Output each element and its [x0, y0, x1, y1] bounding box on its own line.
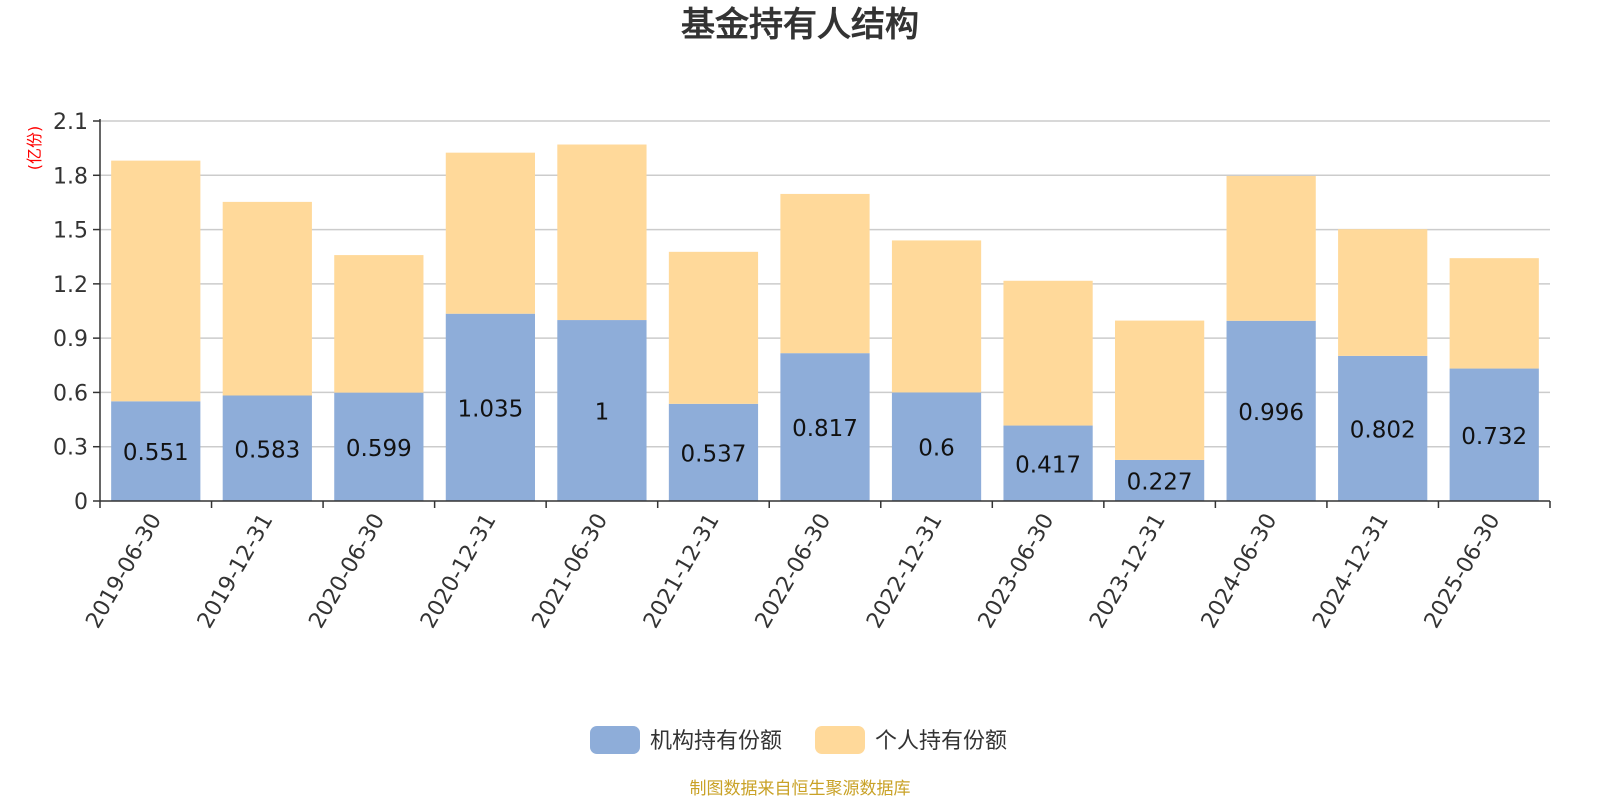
bar-value-label: 0.996: [1238, 400, 1304, 426]
y-tick-label: 0.9: [53, 327, 88, 352]
bar-value-label: 0.537: [681, 441, 747, 467]
bar-institution[interactable]: [1449, 368, 1539, 501]
bars: [111, 144, 1539, 501]
bar-institution[interactable]: [891, 392, 982, 501]
y-tick-label: 0.3: [53, 436, 88, 461]
bar-institution[interactable]: [445, 313, 535, 501]
bar-value-label: 1.035: [457, 396, 523, 422]
bar-individual[interactable]: [891, 240, 982, 393]
bar-individual[interactable]: [557, 144, 647, 321]
bar-institution[interactable]: [222, 395, 312, 501]
bar-individual[interactable]: [1449, 258, 1539, 369]
x-tick-label: 2025-06-30: [1420, 510, 1506, 633]
x-tick-label: 2023-06-30: [974, 510, 1060, 633]
y-tick-label: 2.1: [53, 110, 88, 135]
bar-value-label: 0.817: [792, 416, 858, 442]
y-tick-label: 1.8: [53, 164, 88, 189]
x-tick-label: 2021-12-31: [639, 510, 725, 633]
bar-individual[interactable]: [1115, 320, 1205, 460]
legend-label-individual[interactable]: 个人持有份额: [875, 729, 1007, 754]
data-labels: 0.551 0.583 0.599 1.035 1 0.537 0.817 0.6 0.417 0…: [123, 396, 1527, 495]
x-tick-label: 2022-06-30: [751, 510, 837, 633]
x-tick-label: 2019-12-31: [193, 510, 279, 633]
bar-value-label: 0.732: [1461, 424, 1527, 450]
y-tick-label: 1.5: [53, 219, 88, 244]
bar-value-label: 0.551: [123, 440, 189, 466]
bar-individual[interactable]: [222, 201, 312, 396]
bar-value-label: 0.599: [346, 436, 412, 462]
bar-value-label: 1: [595, 400, 610, 426]
bar-institution[interactable]: [780, 353, 870, 501]
source-note: 制图数据来自恒生聚源数据库: [690, 779, 911, 799]
x-tick-label: 2024-12-31: [1308, 510, 1394, 633]
x-tick-label: 2019-06-30: [81, 510, 167, 633]
bar-institution[interactable]: [1338, 355, 1428, 501]
bar-individual[interactable]: [445, 152, 535, 314]
bar-institution[interactable]: [1115, 459, 1205, 501]
x-tick-label: 2022-12-31: [862, 510, 948, 633]
chart-title: 基金持有人结构: [681, 5, 919, 45]
x-tick-label: 2020-06-30: [304, 510, 390, 633]
x-tick-label: 2020-12-31: [416, 510, 502, 633]
bar-value-label: 0.802: [1350, 417, 1416, 443]
legend-swatch-institution[interactable]: [590, 726, 640, 754]
y-tick-label: 0.6: [53, 381, 88, 406]
bar-individual[interactable]: [111, 160, 201, 402]
bar-individual[interactable]: [1226, 176, 1316, 321]
bar-individual[interactable]: [668, 251, 759, 404]
bar-value-label: 0.583: [234, 437, 300, 463]
bar-institution[interactable]: [557, 320, 647, 501]
legend-swatch-individual[interactable]: [815, 726, 865, 754]
bar-institution[interactable]: [668, 403, 759, 501]
bar-individual[interactable]: [1003, 280, 1093, 426]
y-tick-label: 0: [74, 490, 88, 515]
x-tick-label: 2023-12-31: [1085, 510, 1171, 633]
bar-value-label: 0.6: [918, 436, 955, 462]
y-tick-label: 1.2: [53, 273, 88, 298]
bar-value-label: 0.227: [1127, 469, 1193, 495]
bar-institution[interactable]: [1226, 320, 1316, 501]
legend: 机构持有份额 个人持有份额: [590, 726, 1007, 754]
bar-institution[interactable]: [334, 392, 424, 501]
x-tick-label: 2024-06-30: [1197, 510, 1283, 633]
bar-individual[interactable]: [334, 255, 424, 393]
bar-institution[interactable]: [111, 401, 201, 501]
x-tick-label: 2021-06-30: [528, 510, 614, 633]
bar-individual[interactable]: [1338, 229, 1428, 356]
y-axis-unit-label: (亿份): [25, 126, 44, 171]
bar-individual[interactable]: [780, 193, 870, 354]
legend-label-institution[interactable]: 机构持有份额: [650, 729, 782, 754]
bar-value-label: 0.417: [1015, 452, 1081, 478]
bar-institution[interactable]: [1003, 425, 1093, 501]
